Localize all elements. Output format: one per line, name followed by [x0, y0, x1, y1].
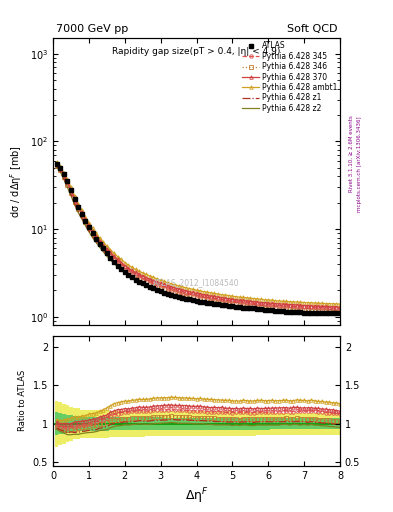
Text: ATLAS_2012_I1084540: ATLAS_2012_I1084540	[153, 278, 240, 287]
X-axis label: Δη$^F$: Δη$^F$	[185, 486, 208, 506]
ATLAS	[237, 304, 242, 310]
Line: ATLAS: ATLAS	[54, 162, 342, 315]
ATLAS	[180, 295, 185, 301]
ATLAS	[248, 305, 253, 311]
ATLAS	[223, 302, 228, 308]
Text: 7000 GeV pp: 7000 GeV pp	[56, 24, 128, 34]
Y-axis label: Ratio to ATLAS: Ratio to ATLAS	[18, 370, 27, 432]
Y-axis label: dσ / dΔη$^F$ [mb]: dσ / dΔη$^F$ [mb]	[8, 145, 24, 218]
ATLAS	[305, 310, 310, 316]
Legend: ATLAS, Pythia 6.428 345, Pythia 6.428 346, Pythia 6.428 370, Pythia 6.428 ambt1,: ATLAS, Pythia 6.428 345, Pythia 6.428 34…	[242, 40, 338, 114]
Text: mcplots.cern.ch [arXiv:1306.3436]: mcplots.cern.ch [arXiv:1306.3436]	[357, 116, 362, 211]
ATLAS	[226, 303, 231, 309]
ATLAS	[309, 310, 314, 316]
Text: Soft QCD: Soft QCD	[286, 24, 337, 34]
Text: Rapidity gap size(pT > 0.4, |η| < 4.9): Rapidity gap size(pT > 0.4, |η| < 4.9)	[112, 47, 281, 56]
ATLAS	[54, 161, 59, 167]
Text: Rivet 3.1.10, ≥ 2.6M events: Rivet 3.1.10, ≥ 2.6M events	[349, 115, 354, 192]
ATLAS	[338, 310, 342, 316]
